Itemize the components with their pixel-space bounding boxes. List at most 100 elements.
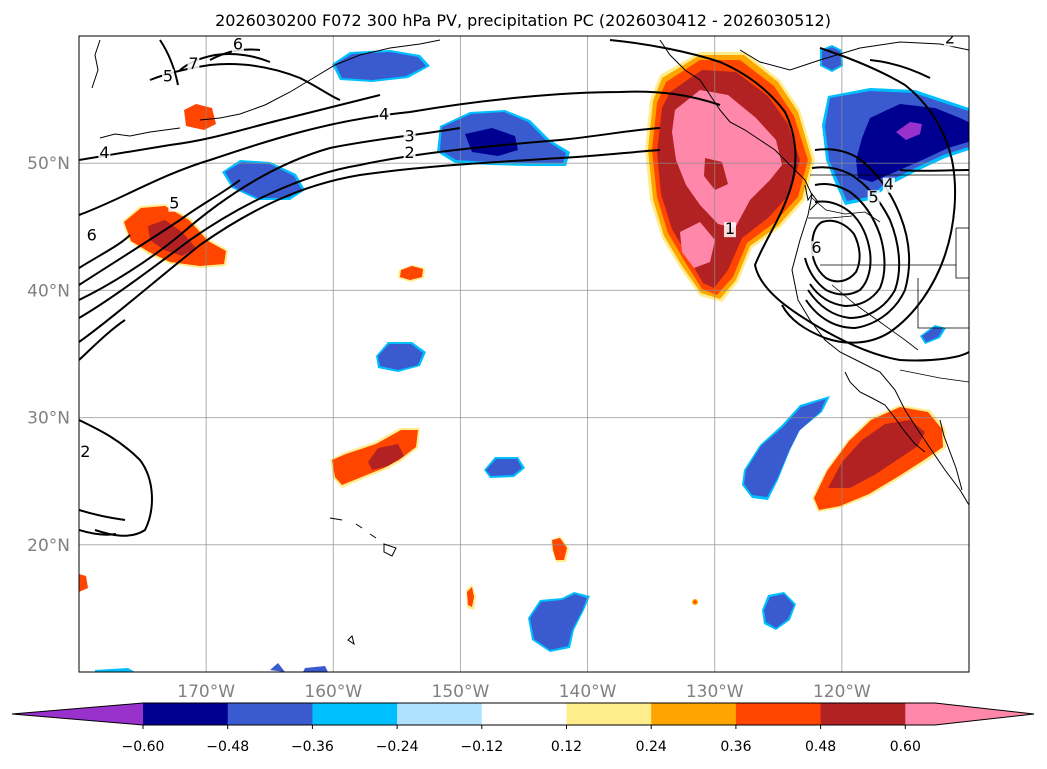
longitude-tick-label: 140°W	[559, 682, 617, 702]
contour-label: 4	[379, 105, 389, 124]
colorbar-tick-label: −0.60	[122, 739, 165, 755]
contour-label-bg	[79, 444, 92, 460]
contour-label: 3	[404, 126, 414, 145]
pv-contour-5	[149, 63, 341, 101]
longitude-tick-label: 170°W	[177, 682, 235, 702]
pv-contour-6	[79, 234, 131, 269]
contour-label: 2	[945, 28, 955, 47]
latitude-tick-label: 30°N	[27, 409, 70, 429]
colorbar-bin	[566, 703, 652, 725]
contour-label-bg	[943, 36, 956, 47]
colorbar-tick-label: −0.48	[206, 739, 249, 755]
contour-label-bg	[882, 177, 895, 193]
anomaly-region-small-negative	[764, 594, 794, 628]
pv-contour-4	[79, 127, 461, 301]
colorbar-bin	[397, 703, 483, 725]
anomaly-region-western-negative	[222, 160, 305, 200]
contour-label: 2	[404, 143, 414, 162]
latitude-tick-labels: 50°N 40°N 30°N 20°N	[27, 154, 70, 556]
anomaly-region-small-positive	[552, 538, 567, 560]
gridlines	[79, 36, 969, 672]
colorbar-bin-over	[905, 703, 935, 725]
colorbar-extend-over	[935, 703, 1034, 725]
chart-title: 2026030200 F072 300 hPa PV, precipitatio…	[215, 11, 831, 30]
anomaly-region-small-positive	[184, 104, 216, 130]
contour-label: 5	[169, 194, 179, 213]
contour-label-bg	[378, 107, 391, 123]
colorbar-bin	[227, 703, 313, 725]
pv-contour-4	[807, 166, 901, 320]
colorbar-bin	[735, 703, 822, 725]
anomaly-region-small-positive	[467, 587, 474, 607]
anomaly-region-subtropical-positive	[330, 428, 420, 488]
anomaly-region-pacific-northwest-positive	[645, 52, 815, 302]
contour-label-bg	[723, 222, 736, 238]
pv-contour-1	[609, 39, 969, 362]
contour-label-bg	[810, 241, 823, 257]
contour-label: 7	[188, 54, 198, 73]
pv-contour-3	[805, 148, 911, 330]
colorbar: −0.60 −0.48 −0.36 −0.24 −0.12 0.12 0.24 0.36 0.4…	[11, 702, 1035, 755]
contour-label: 5	[163, 67, 173, 86]
anomaly-region-small-negative	[378, 344, 423, 370]
contour-label-bg	[85, 228, 98, 244]
contour-label-bg	[162, 69, 174, 85]
pv-contour-6	[804, 200, 872, 296]
colorbar-tick-label: 0.36	[720, 739, 751, 755]
pv-contour-5	[809, 182, 886, 308]
pv-contour-2	[781, 47, 957, 344]
colorbar-bin	[651, 703, 737, 725]
colorbar-bin	[312, 703, 398, 725]
pv-contour-4	[79, 94, 381, 161]
pv-contour-3	[79, 127, 661, 319]
anomaly-region-canada-negative	[822, 88, 969, 205]
contour-label: 6	[811, 238, 821, 257]
colorbar-tick-label: 0.60	[890, 739, 921, 755]
contour-label: 5	[869, 187, 879, 206]
precip-anomaly-shading	[79, 45, 969, 672]
latitude-tick-label: 50°N	[27, 154, 70, 174]
anomaly-region-aleutian-negative	[332, 50, 430, 82]
anomaly-region-baja-positive	[812, 405, 946, 512]
longitude-tick-label: 150°W	[432, 682, 490, 702]
contour-label-bg	[168, 196, 181, 212]
colorbar-tick-label: 0.12	[551, 739, 582, 755]
anomaly-region-baja-west-negative	[742, 396, 830, 500]
colorbar-tick-label: 0.48	[805, 739, 836, 755]
colorbar-tick-label: −0.12	[460, 739, 503, 755]
anomaly-region-tropical-negative	[528, 592, 590, 652]
colorbar-bin	[820, 703, 906, 725]
contour-label-bg	[867, 190, 880, 206]
pv-contour-2	[79, 149, 661, 343]
contour-label-bg	[231, 37, 244, 53]
anomaly-region-small-negative	[486, 459, 522, 476]
pv-contour-5	[79, 179, 241, 286]
longitude-tick-label: 120°W	[813, 682, 871, 702]
anomaly-region-western-positive	[122, 204, 228, 268]
contour-label: 4	[99, 143, 109, 162]
contour-label-bg	[403, 145, 416, 161]
contour-label: 1	[725, 219, 735, 238]
latitude-tick-label: 20°N	[27, 536, 70, 556]
contour-label-bg	[187, 56, 200, 72]
longitude-tick-labels: 170°W 160°W 150°W 140°W 130°W 120°W	[177, 682, 871, 702]
contour-label: 6	[233, 35, 243, 54]
contour-label-bg	[98, 145, 111, 161]
anomaly-region-small-positive	[400, 266, 423, 280]
contour-label: 2	[80, 442, 90, 461]
colorbar-bin	[481, 703, 567, 725]
colorbar-tick-label: −0.36	[291, 739, 334, 755]
contour-label-bg	[403, 129, 416, 145]
longitude-tick-label: 160°W	[304, 682, 362, 702]
map-frame	[78, 35, 970, 673]
colorbar-tick-label: 0.24	[636, 739, 667, 755]
colorbar-bin	[143, 703, 229, 725]
longitude-tick-label: 130°W	[686, 682, 744, 702]
anomaly-region-gulf-of-alaska-negative	[437, 110, 570, 166]
anomaly-region-small-positive	[79, 574, 88, 592]
latitude-tick-label: 40°N	[27, 281, 70, 301]
